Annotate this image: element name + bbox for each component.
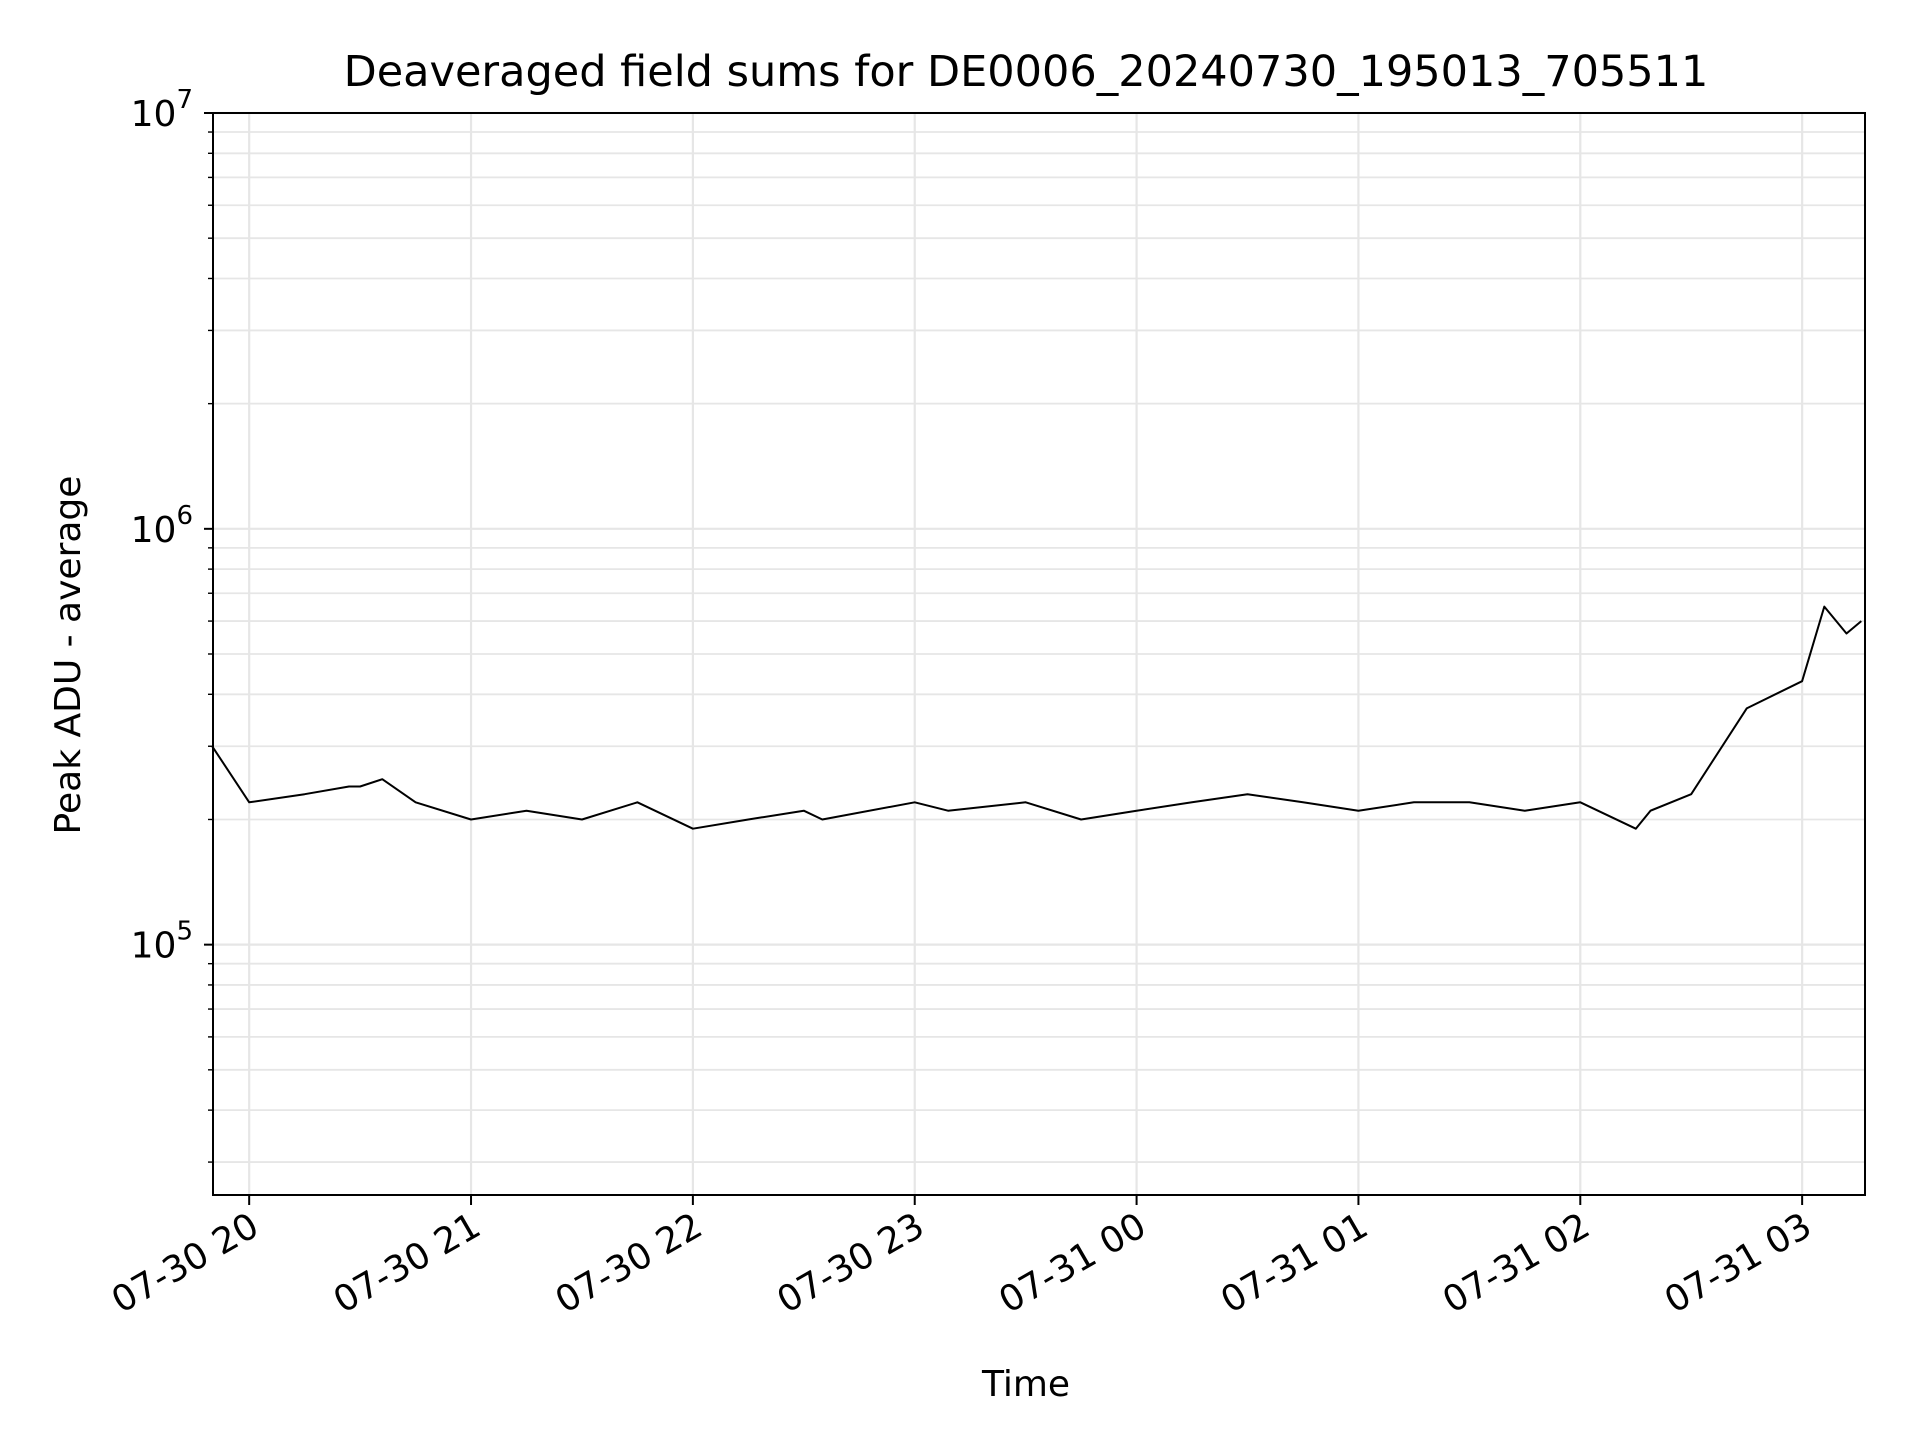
x-axis-title: Time: [981, 1364, 1070, 1405]
y-tick-label: 106: [131, 501, 193, 551]
grid: [213, 111, 1865, 1195]
series-path: [211, 605, 1862, 830]
series-line: [211, 605, 1862, 830]
y-tick-label: 107: [131, 85, 193, 135]
y-axis-title: Peak ADU - average: [48, 476, 89, 835]
chart-title: Deaveraged field sums for DE0006_2024073…: [344, 47, 1709, 97]
y-tick-label: 105: [131, 917, 193, 967]
